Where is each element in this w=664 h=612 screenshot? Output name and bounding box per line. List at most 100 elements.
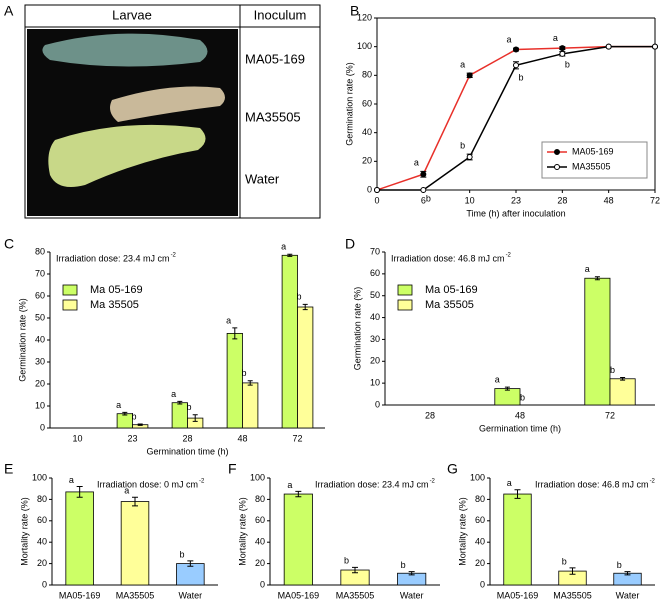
error-bar xyxy=(232,327,238,340)
panel-label: E xyxy=(4,461,13,477)
significance-letter: b xyxy=(562,556,567,566)
bar xyxy=(297,306,314,429)
error-bar xyxy=(177,400,183,405)
y-tick-label: 60 xyxy=(37,515,47,525)
point xyxy=(420,171,427,178)
y-tick-label: 0 xyxy=(40,422,45,432)
y-tick-label: 20 xyxy=(37,558,47,568)
x-tick-label: 23 xyxy=(511,195,521,205)
point xyxy=(652,43,658,50)
legend-swatch xyxy=(397,284,413,296)
significance-letter: b xyxy=(565,59,570,69)
bar xyxy=(226,332,243,429)
significance-letter: a xyxy=(495,374,500,384)
error-bar xyxy=(624,571,631,576)
x-tick-label: 28 xyxy=(557,195,567,205)
significance-letter: a xyxy=(507,478,512,488)
significance-letter: a xyxy=(281,242,286,252)
x-tick-label: 72 xyxy=(605,410,615,420)
bar xyxy=(171,402,188,429)
y-tick-label: 30 xyxy=(370,334,380,344)
annotation-superscript: -2 xyxy=(199,479,205,485)
y-tick-label: 80 xyxy=(37,494,47,504)
bar xyxy=(584,277,611,406)
y-tick-label: 40 xyxy=(37,537,47,547)
legend-marker xyxy=(554,149,560,155)
x-axis-label: Germination time (h) xyxy=(479,423,561,433)
error-bar xyxy=(122,411,128,416)
y-tick-label: 50 xyxy=(35,312,45,322)
point xyxy=(466,72,473,79)
significance-letter: b xyxy=(401,560,406,570)
y-tick-label: 40 xyxy=(362,127,372,137)
significance-letter: a xyxy=(414,158,419,168)
point xyxy=(605,43,612,50)
y-tick-label: 20 xyxy=(370,356,380,366)
y-tick-label: 60 xyxy=(475,515,485,525)
y-tick-label: 100 xyxy=(357,41,372,51)
x-tick-label: MA05-169 xyxy=(59,590,101,600)
significance-letter: b xyxy=(242,368,247,378)
annotation: Irradiation dose: 46.8 mJ cm xyxy=(535,479,649,489)
y-tick-label: 20 xyxy=(255,558,265,568)
y-tick-label: 100 xyxy=(32,472,47,482)
table-cell: Water xyxy=(245,171,280,186)
significance-letter: b xyxy=(460,141,465,151)
y-axis-label: Mortality rate (%) xyxy=(19,497,29,566)
panel-label: B xyxy=(350,3,359,19)
x-tick-label: Water xyxy=(616,590,640,600)
x-axis-label: Germination time (h) xyxy=(146,446,228,456)
y-tick-label: 100 xyxy=(250,472,265,482)
x-tick-label: MA35505 xyxy=(553,590,592,600)
y-tick-label: 80 xyxy=(35,246,45,256)
significance-letter: b xyxy=(180,549,185,559)
legend-label: Ma 05-169 xyxy=(90,284,143,296)
significance-letter: a xyxy=(171,389,176,399)
bar xyxy=(283,493,313,586)
y-tick-label: 60 xyxy=(370,268,380,278)
larva-3 xyxy=(48,124,206,188)
error-bar xyxy=(247,380,253,386)
significance-letter: b xyxy=(617,560,622,570)
point xyxy=(559,45,566,52)
error-bar xyxy=(76,486,83,498)
y-tick-label: 0 xyxy=(367,184,372,194)
y-tick-label: 80 xyxy=(255,494,265,504)
x-tick-label: 0 xyxy=(374,195,379,205)
legend-box xyxy=(541,141,648,179)
point xyxy=(420,187,427,193)
significance-letter: a xyxy=(553,33,558,43)
point xyxy=(559,50,566,57)
x-tick-label: 10 xyxy=(72,433,82,443)
y-tick-label: 0 xyxy=(42,579,47,589)
significance-letter: a xyxy=(506,34,511,44)
significance-letter: a xyxy=(460,60,465,70)
x-tick-label: 28 xyxy=(182,433,192,443)
annotation-superscript: -2 xyxy=(171,253,177,259)
x-tick-label: 48 xyxy=(604,195,614,205)
legend-swatch xyxy=(62,299,78,311)
x-tick-label: MA05-169 xyxy=(497,590,539,600)
y-tick-label: 70 xyxy=(35,268,45,278)
y-axis-label: Mortality rate (%) xyxy=(457,497,467,566)
significance-letter: b xyxy=(297,292,302,302)
bar xyxy=(120,501,150,586)
x-tick-label: Water xyxy=(178,590,202,600)
y-tick-label: 40 xyxy=(370,312,380,322)
significance-letter: a xyxy=(226,315,231,325)
error-bar xyxy=(287,253,293,257)
y-tick-label: 60 xyxy=(255,515,265,525)
point xyxy=(513,62,519,69)
y-axis-label: Germination rate (%) xyxy=(352,287,362,371)
y-tick-label: 80 xyxy=(362,70,372,80)
table-header: Inoculum xyxy=(254,7,307,22)
table-cell: MA05-169 xyxy=(245,51,305,66)
bar xyxy=(176,563,205,586)
bar xyxy=(503,493,532,586)
significance-letter: a xyxy=(116,400,121,410)
x-tick-label: 48 xyxy=(515,410,525,420)
significance-letter: b xyxy=(187,402,192,412)
y-tick-label: 20 xyxy=(475,558,485,568)
significance-letter: b xyxy=(520,392,525,402)
significance-letter: a xyxy=(69,475,74,485)
